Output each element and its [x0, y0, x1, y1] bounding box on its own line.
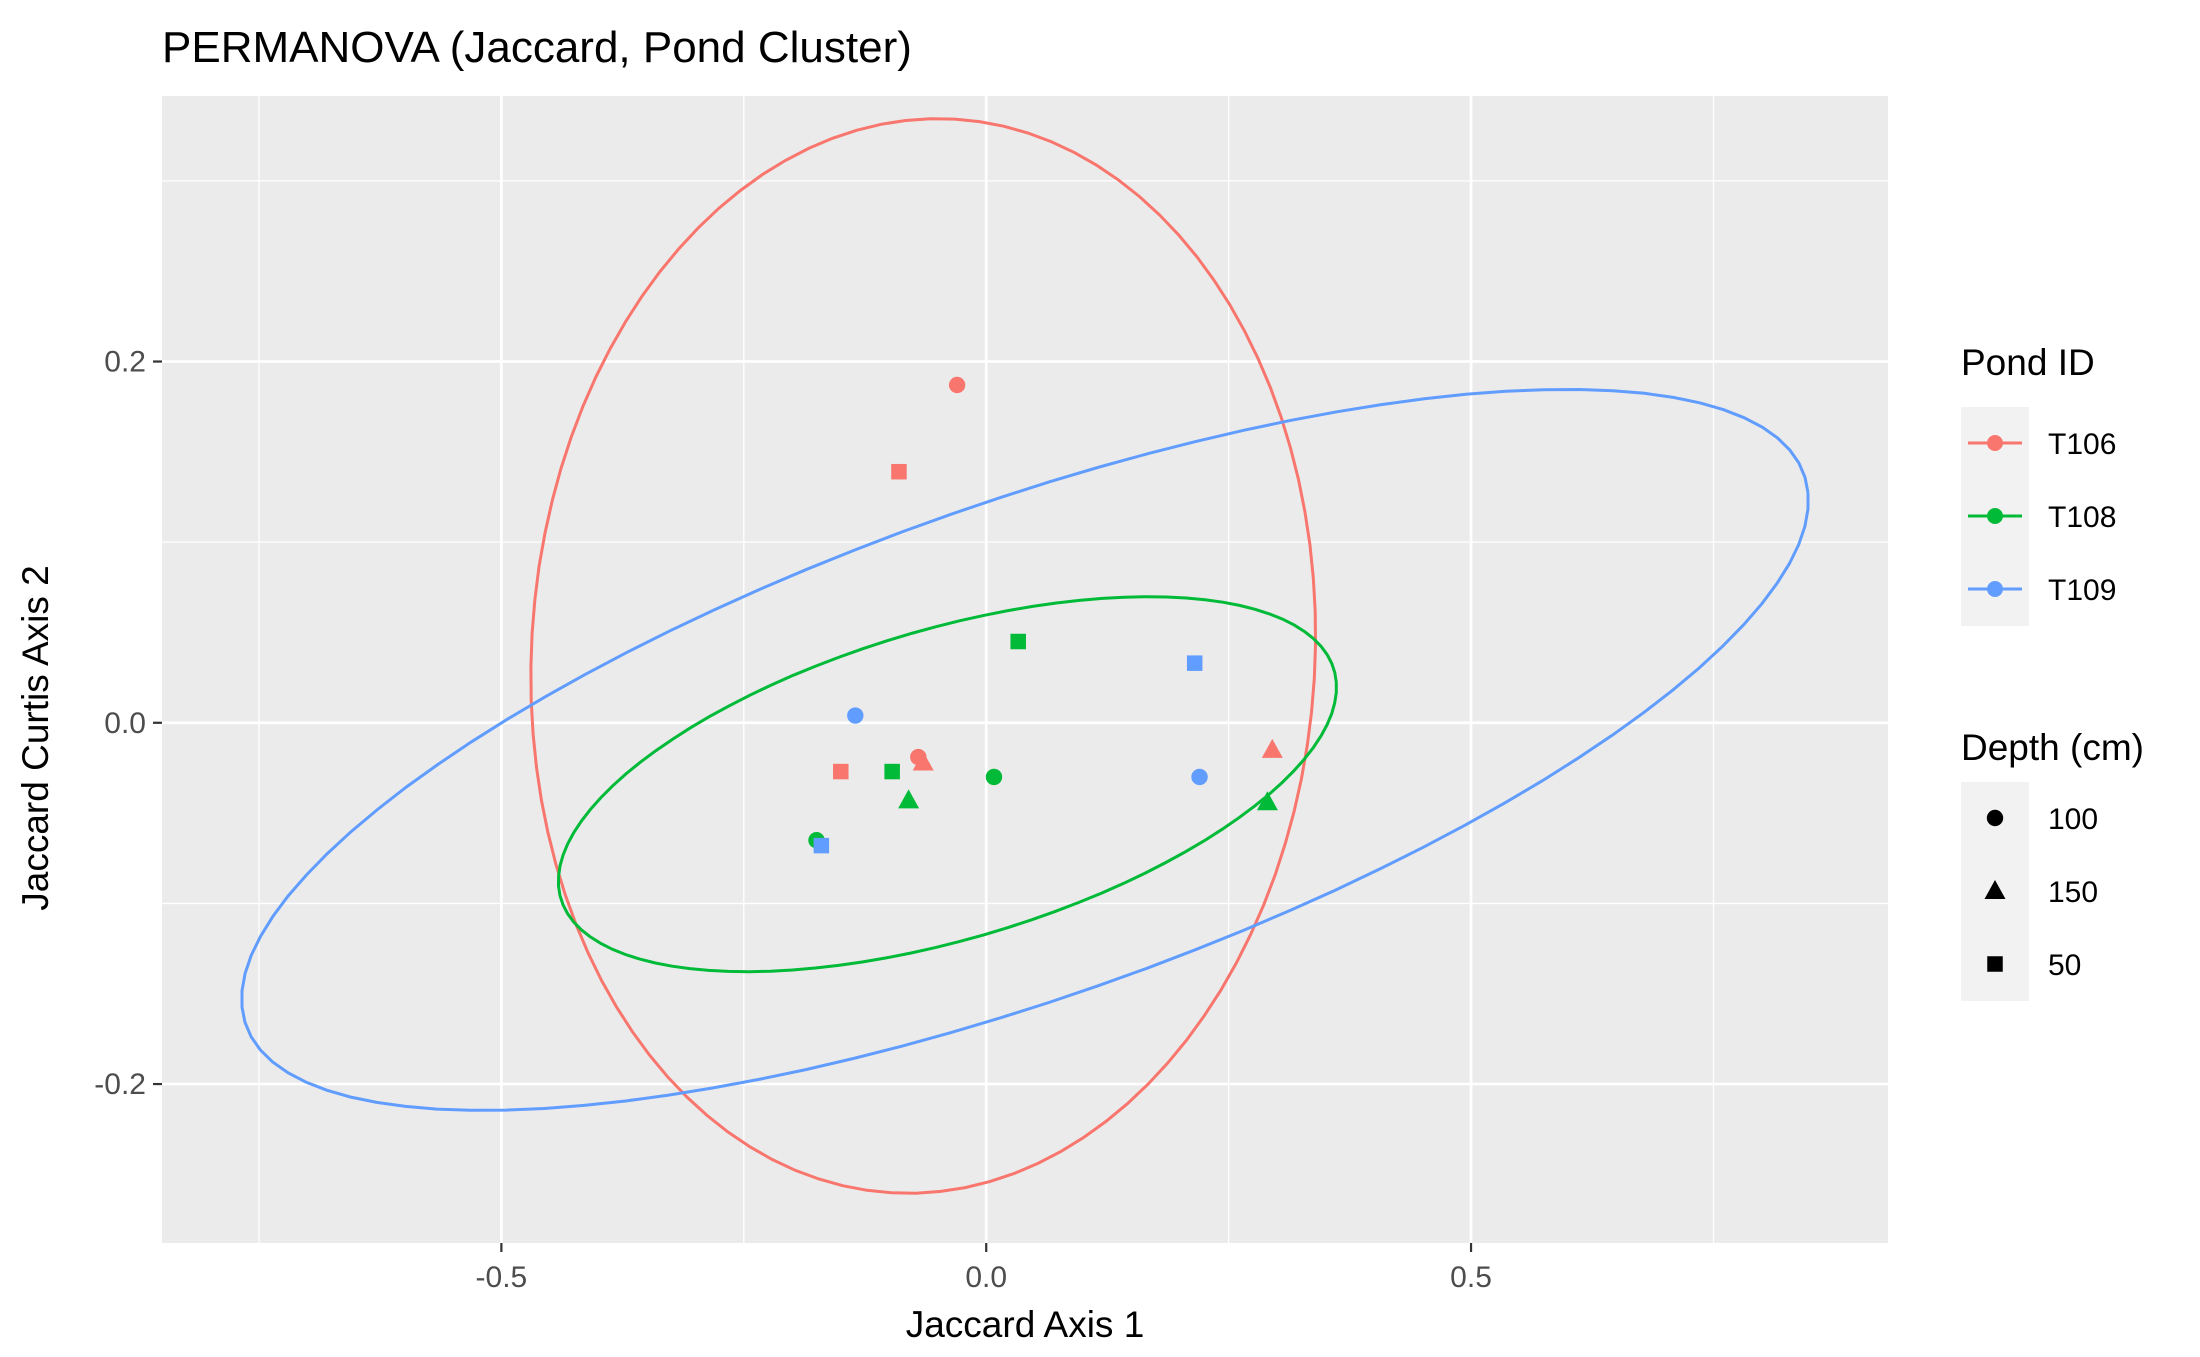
x-tick-label: 0.5	[1450, 1261, 1492, 1294]
legend-key-point	[1987, 435, 2003, 451]
legend-key-point	[1987, 508, 2003, 524]
legend-label-t109: T109	[2048, 574, 2116, 607]
x-tick-label: 0.0	[965, 1261, 1007, 1294]
y-tick-label: 0.0	[104, 707, 146, 740]
y-axis-title: Jaccard Curtis Axis 2	[15, 565, 56, 910]
color-legend-title: Pond ID	[1961, 342, 2095, 383]
y-tick-label: -0.2	[94, 1068, 146, 1101]
data-points	[808, 376, 1283, 854]
point-t106-depth-100	[948, 376, 966, 394]
point-t106-depth-50	[833, 763, 849, 780]
point-t106-depth-50	[891, 463, 907, 480]
legend-label-depth-100: 100	[2048, 803, 2098, 836]
legend-label-t108: T108	[2048, 501, 2116, 534]
ellipse-t108	[556, 595, 1338, 974]
point-t109-depth-100	[847, 707, 864, 724]
point-t109-depth-100	[1191, 768, 1208, 786]
legend-key-square	[1987, 956, 2003, 972]
ellipse-t109	[240, 387, 1810, 1112]
legend-key-point	[1987, 581, 2003, 597]
point-t108-depth-50	[1010, 633, 1026, 650]
grid-minor	[162, 96, 1888, 1243]
legend-label-depth-150: 150	[2048, 876, 2098, 909]
point-t108-depth-150	[898, 789, 920, 809]
color-legend-keys: T106 T108 T109	[1961, 407, 2116, 626]
panel-background	[162, 96, 1888, 1243]
plot-area	[162, 96, 1888, 1243]
point-t106-depth-150	[912, 751, 934, 771]
legend-label-t106: T106	[2048, 428, 2116, 461]
point-t108-depth-100	[985, 768, 1003, 786]
chart-title: PERMANOVA (Jaccard, Pond Cluster)	[162, 23, 912, 72]
point-t109-depth-50	[1186, 655, 1203, 671]
point-t109-depth-50	[813, 837, 830, 854]
point-t108-depth-150	[1256, 791, 1278, 811]
legend-key-triangle	[1984, 880, 2006, 899]
y-axis-ticks: -0.2 0.0 0.2	[94, 346, 162, 1101]
ellipse-t106	[529, 117, 1318, 1195]
x-axis-ticks: -0.5 0.0 0.5	[476, 1243, 1492, 1294]
y-tick-label: 0.2	[104, 346, 146, 379]
shape-legend-keys: 100 150 50	[1961, 782, 2098, 1001]
shape-legend-title: Depth (cm)	[1961, 727, 2144, 768]
point-t108-depth-50	[884, 763, 900, 780]
x-tick-label: -0.5	[476, 1261, 528, 1294]
shape-legend: Depth (cm) 100 150 50	[1961, 727, 2144, 1001]
x-axis-title: Jaccard Axis 1	[906, 1304, 1145, 1345]
grid-major	[162, 96, 1888, 1243]
legend-label-depth-50: 50	[2048, 949, 2081, 982]
color-legend: Pond ID T106 T108 T109	[1961, 342, 2116, 626]
legend-key-circle	[1986, 809, 2004, 827]
point-t106-depth-150	[1261, 738, 1283, 758]
confidence-ellipses	[240, 117, 1810, 1195]
